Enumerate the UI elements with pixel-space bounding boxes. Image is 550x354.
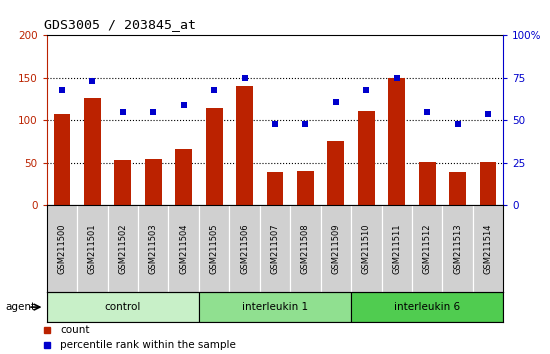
Text: GSM211508: GSM211508: [301, 223, 310, 274]
Bar: [480, 162, 497, 205]
Point: [483, 111, 492, 116]
Point: [58, 87, 67, 93]
Text: GSM211501: GSM211501: [88, 223, 97, 274]
Point: [179, 102, 188, 108]
Bar: [168, 205, 199, 292]
Point: [362, 87, 371, 93]
Bar: [84, 98, 101, 205]
Bar: [229, 205, 260, 292]
Bar: [114, 160, 131, 205]
Bar: [449, 172, 466, 205]
Point: [392, 75, 401, 81]
Text: GSM211503: GSM211503: [148, 223, 158, 274]
Bar: [290, 205, 321, 292]
Text: GSM211504: GSM211504: [179, 223, 188, 274]
Bar: [473, 205, 503, 292]
Bar: [351, 292, 503, 322]
Text: interleukin 1: interleukin 1: [242, 302, 308, 312]
Bar: [442, 205, 473, 292]
Point: [453, 121, 462, 127]
Bar: [77, 205, 108, 292]
Bar: [297, 171, 314, 205]
Bar: [199, 205, 229, 292]
Text: GSM211510: GSM211510: [362, 223, 371, 274]
Bar: [47, 292, 199, 322]
Text: GSM211506: GSM211506: [240, 223, 249, 274]
Text: control: control: [104, 302, 141, 312]
Text: GSM211502: GSM211502: [118, 223, 128, 274]
Bar: [358, 111, 375, 205]
Point: [240, 75, 249, 81]
Bar: [382, 205, 412, 292]
Bar: [145, 159, 162, 205]
Point: [423, 109, 432, 115]
Bar: [236, 86, 253, 205]
Point: [149, 109, 158, 115]
Bar: [206, 108, 223, 205]
Text: GSM211509: GSM211509: [331, 223, 340, 274]
Point: [301, 121, 310, 127]
Text: interleukin 6: interleukin 6: [394, 302, 460, 312]
Bar: [351, 205, 382, 292]
Bar: [199, 292, 351, 322]
Bar: [108, 205, 138, 292]
Text: GSM211505: GSM211505: [210, 223, 219, 274]
Text: GDS3005 / 203845_at: GDS3005 / 203845_at: [44, 18, 196, 31]
Text: GSM211514: GSM211514: [483, 223, 493, 274]
Bar: [321, 205, 351, 292]
Text: agent: agent: [6, 302, 36, 312]
Bar: [260, 205, 290, 292]
Point: [271, 121, 279, 127]
Text: GSM211507: GSM211507: [271, 223, 279, 274]
Text: GSM211513: GSM211513: [453, 223, 462, 274]
Text: count: count: [60, 325, 90, 335]
Point: [88, 79, 97, 84]
Bar: [138, 205, 168, 292]
Bar: [267, 172, 283, 205]
Bar: [388, 78, 405, 205]
Text: percentile rank within the sample: percentile rank within the sample: [60, 340, 236, 350]
Bar: [47, 205, 77, 292]
Point: [210, 87, 218, 93]
Bar: [175, 149, 192, 205]
Bar: [412, 205, 442, 292]
Point: [118, 109, 127, 115]
Text: GSM211511: GSM211511: [392, 223, 402, 274]
Text: GSM211512: GSM211512: [422, 223, 432, 274]
Bar: [327, 141, 344, 205]
Bar: [53, 114, 70, 205]
Text: GSM211500: GSM211500: [57, 223, 67, 274]
Bar: [419, 162, 436, 205]
Point: [332, 99, 340, 104]
